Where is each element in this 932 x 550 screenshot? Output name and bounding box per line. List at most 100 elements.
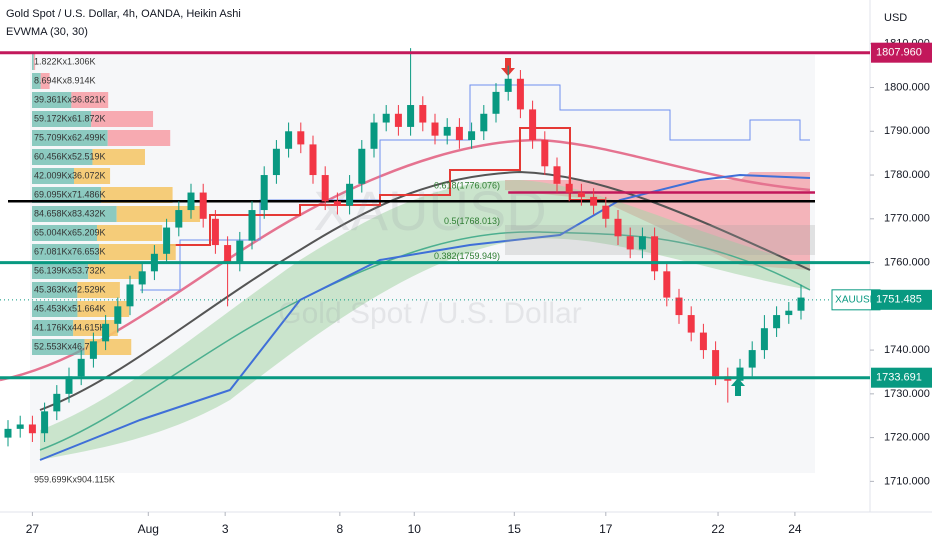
candle-body [358, 148, 366, 184]
candle-body [309, 144, 317, 176]
candle-body [126, 284, 134, 307]
candle-body [77, 358, 85, 377]
ma-teal [39, 231, 811, 451]
fib-label: 0.618(1776.076) [434, 181, 500, 191]
candle-body [236, 240, 244, 263]
profile-total: 959.699Kx904.115K [34, 474, 115, 484]
candle-body [663, 271, 671, 298]
fib-label: 0.5(1768.013) [444, 216, 500, 226]
candle-body [114, 306, 122, 324]
candle-body [553, 166, 561, 184]
y-tick-label: 1780.000 [884, 169, 930, 181]
profile-label: 42.009Kx36.072K [34, 170, 106, 180]
candle-body [102, 323, 110, 342]
profile-buy [32, 339, 85, 355]
cloud [40, 180, 810, 460]
y-tick-label: 1710.000 [884, 475, 930, 487]
profile-sell [71, 92, 109, 108]
profile-buy [32, 130, 108, 146]
candle-body [699, 332, 707, 351]
profile-sell [92, 149, 145, 165]
profile-buy [32, 320, 74, 336]
candle-body [748, 350, 756, 368]
price-tag [871, 289, 932, 310]
level-tag [871, 42, 932, 63]
candle-body [565, 183, 573, 193]
profile-label: 56.139Kx53.732K [34, 265, 106, 275]
candle-body [370, 122, 378, 149]
profile-label: 75.709Kx62.499K [34, 132, 106, 142]
candle-body [28, 424, 36, 434]
channel-upper [140, 84, 810, 291]
candle-body [504, 78, 512, 92]
candle-body [651, 236, 659, 272]
candle-body [260, 175, 268, 211]
profile-buy [32, 282, 78, 298]
candle-body [175, 210, 183, 228]
candle-body [443, 126, 451, 136]
profile-sell [33, 54, 36, 70]
candle-body [65, 376, 73, 394]
profile-label: 41.176Kx44.615K [34, 322, 106, 332]
profile-buy [32, 263, 89, 279]
profile-sell [40, 73, 50, 89]
candle-body [187, 192, 195, 211]
candle-body [468, 131, 476, 141]
candle-body [455, 126, 463, 141]
profile-label: 8.694Kx8.914K [34, 75, 96, 85]
candle-body [675, 297, 683, 316]
profile-label: 45.453Kx51.664K [34, 303, 106, 313]
candle-body [614, 218, 622, 237]
y-tick-label: 1800.000 [884, 81, 930, 93]
candle-body [272, 148, 280, 176]
candle-body [541, 140, 549, 167]
candle-body [53, 393, 61, 412]
y-tick-label: 1720.000 [884, 432, 930, 444]
candle-body [224, 245, 232, 263]
profile-buy [32, 111, 92, 127]
profile-sell [101, 187, 173, 203]
candle-body [638, 236, 646, 250]
currency: USD [884, 12, 907, 24]
y-tick-label: 1730.000 [884, 388, 930, 400]
profile-sell [91, 111, 154, 127]
profile-sell [77, 282, 120, 298]
indicator-label: EVWMA (30, 30) [6, 26, 88, 38]
ma-pink [0, 138, 811, 382]
chart-title: Gold Spot / U.S. Dollar, 4h, OANDA, Heik… [6, 8, 241, 20]
candle-body [138, 271, 146, 285]
candle-body [382, 113, 390, 123]
candle-body [346, 183, 354, 206]
candle-body [480, 113, 488, 132]
candle-body [529, 109, 537, 141]
candle-body [626, 236, 634, 250]
candle-body [394, 113, 402, 127]
candle-body [211, 218, 219, 246]
profile-label: 52.553Kx46.7K [34, 341, 96, 351]
x-tick-label: 8 [336, 522, 343, 536]
candle-body [163, 227, 171, 254]
candle-body [712, 350, 720, 377]
y-tick-label: 1760.000 [884, 256, 930, 268]
candle-body [785, 310, 793, 316]
symbol-label: XAUUSD [835, 294, 877, 305]
profile-sell [107, 130, 171, 146]
candle-body [333, 201, 341, 206]
candle-body [797, 297, 805, 311]
candle-body [419, 105, 427, 123]
profile-label: 59.172Kx61.872K [34, 113, 106, 123]
profile-sell [97, 225, 163, 241]
fib-zone [505, 225, 815, 255]
candle-body [16, 424, 24, 429]
profile-label: 1.822Kx1.306K [34, 56, 96, 66]
profile-buy [32, 168, 75, 184]
y-tick-label: 1740.000 [884, 344, 930, 356]
candle-body [407, 105, 415, 127]
candle-body [321, 175, 329, 202]
candle-body [590, 196, 598, 206]
candle-body [773, 315, 781, 329]
profile-buy [32, 301, 78, 317]
profile-buy [32, 206, 117, 222]
y-tick-label: 1790.000 [884, 125, 930, 137]
candle-body [199, 192, 207, 219]
